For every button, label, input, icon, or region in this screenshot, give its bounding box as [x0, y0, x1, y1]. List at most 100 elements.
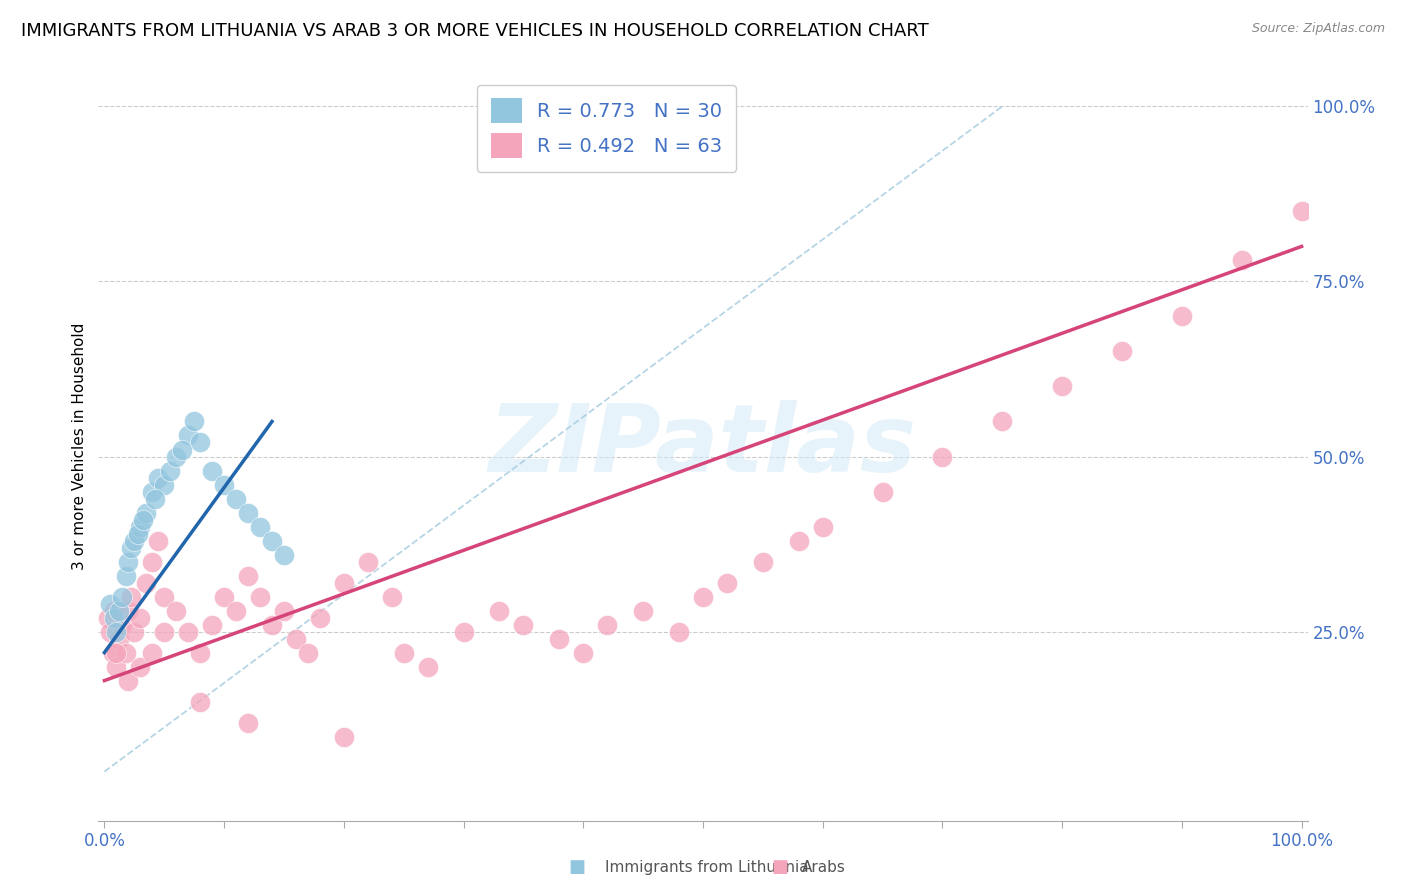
- Point: [120, 541, 142, 555]
- Point: [249, 590, 271, 604]
- Point: [872, 484, 894, 499]
- Y-axis label: 3 or more Vehicles in Household: 3 or more Vehicles in Household: [72, 322, 87, 570]
- Point: [97, 610, 120, 624]
- Point: [297, 646, 319, 660]
- Point: [692, 590, 714, 604]
- Point: [148, 470, 170, 484]
- Point: [143, 491, 166, 506]
- Point: [105, 659, 128, 673]
- Point: [225, 603, 247, 617]
- Point: [177, 624, 200, 639]
- Point: [333, 730, 356, 744]
- Point: [100, 624, 122, 639]
- Point: [177, 428, 200, 442]
- Point: [931, 450, 953, 464]
- Point: [716, 575, 738, 590]
- Text: IMMIGRANTS FROM LITHUANIA VS ARAB 3 OR MORE VEHICLES IN HOUSEHOLD CORRELATION CH: IMMIGRANTS FROM LITHUANIA VS ARAB 3 OR M…: [21, 22, 929, 40]
- Text: ZIPatlas: ZIPatlas: [489, 400, 917, 492]
- Point: [273, 548, 295, 562]
- Point: [103, 603, 125, 617]
- Point: [284, 632, 307, 646]
- Point: [101, 646, 124, 660]
- Point: [1111, 344, 1133, 359]
- Point: [132, 512, 155, 526]
- Text: Immigrants from Lithuania: Immigrants from Lithuania: [605, 860, 808, 874]
- Point: [188, 435, 211, 450]
- Point: [129, 659, 152, 673]
- Point: [225, 491, 247, 506]
- Point: [596, 617, 619, 632]
- Point: [129, 519, 152, 533]
- Point: [107, 632, 129, 646]
- Point: [1230, 253, 1253, 268]
- Point: [631, 603, 654, 617]
- Point: [188, 646, 211, 660]
- Point: [188, 695, 211, 709]
- Point: [357, 555, 380, 569]
- Point: [159, 463, 181, 477]
- Point: [117, 603, 139, 617]
- Point: [127, 526, 149, 541]
- Point: [1050, 379, 1073, 393]
- Point: [148, 533, 170, 548]
- Text: ■: ■: [772, 858, 789, 876]
- Point: [752, 555, 775, 569]
- Point: [172, 442, 194, 457]
- Point: [991, 415, 1014, 429]
- Point: [236, 506, 259, 520]
- Point: [488, 603, 510, 617]
- Point: [381, 590, 404, 604]
- Point: [129, 610, 152, 624]
- Point: [416, 659, 439, 673]
- Point: [1171, 310, 1194, 324]
- Point: [141, 484, 163, 499]
- Point: [453, 624, 475, 639]
- Point: [153, 590, 176, 604]
- Point: [236, 568, 259, 582]
- Point: [212, 477, 235, 491]
- Point: [117, 673, 139, 688]
- Point: [115, 568, 138, 582]
- Point: [273, 603, 295, 617]
- Point: [115, 646, 138, 660]
- Point: [249, 519, 271, 533]
- Point: [111, 617, 134, 632]
- Point: [100, 597, 122, 611]
- Point: [201, 463, 224, 477]
- Point: [107, 603, 129, 617]
- Point: [120, 590, 142, 604]
- Point: [124, 533, 146, 548]
- Text: ■: ■: [568, 858, 585, 876]
- Point: [212, 590, 235, 604]
- Point: [260, 617, 283, 632]
- Point: [117, 555, 139, 569]
- Point: [141, 646, 163, 660]
- Point: [135, 506, 157, 520]
- Point: [165, 603, 187, 617]
- Point: [105, 624, 128, 639]
- Point: [572, 646, 595, 660]
- Point: [811, 519, 834, 533]
- Point: [309, 610, 332, 624]
- Point: [105, 646, 128, 660]
- Point: [201, 617, 224, 632]
- Point: [333, 575, 356, 590]
- Text: Source: ZipAtlas.com: Source: ZipAtlas.com: [1251, 22, 1385, 36]
- Point: [153, 624, 176, 639]
- Point: [183, 415, 205, 429]
- Point: [512, 617, 534, 632]
- Point: [548, 632, 571, 646]
- Point: [236, 715, 259, 730]
- Point: [668, 624, 690, 639]
- Point: [165, 450, 187, 464]
- Legend: R = 0.773   N = 30, R = 0.492   N = 63: R = 0.773 N = 30, R = 0.492 N = 63: [477, 85, 735, 172]
- Point: [103, 610, 125, 624]
- Point: [1291, 204, 1313, 219]
- Point: [124, 624, 146, 639]
- Point: [141, 555, 163, 569]
- Point: [111, 590, 134, 604]
- Point: [153, 477, 176, 491]
- Text: Arabs: Arabs: [801, 860, 845, 874]
- Point: [787, 533, 810, 548]
- Point: [135, 575, 157, 590]
